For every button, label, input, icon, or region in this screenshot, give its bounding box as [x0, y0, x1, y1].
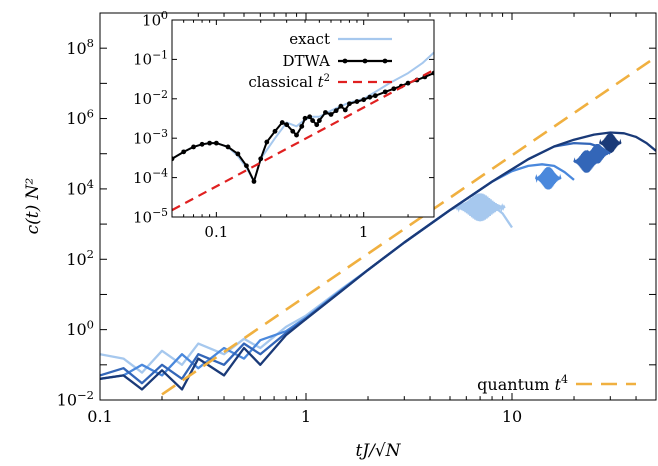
dtwa-point [199, 141, 205, 147]
x-tick-label: 0.1 [87, 407, 112, 426]
dtwa-point [361, 97, 367, 103]
noise-burst [454, 193, 506, 222]
dtwa-point [299, 123, 305, 129]
legend-marker [382, 58, 388, 64]
x-tick-label: 1 [359, 223, 369, 241]
dtwa-point [258, 156, 264, 162]
inset-legend: exact DTWA classical t2 [248, 30, 392, 91]
dtwa-point [316, 118, 322, 123]
y-tick-label: 100 [66, 318, 94, 340]
dtwa-point [294, 132, 299, 138]
x-tick-label: 0.1 [204, 223, 228, 241]
dtwa-point [342, 107, 348, 113]
dtwa-point [372, 93, 378, 99]
noise-burst-line [586, 143, 609, 164]
y-tick-label: 104 [66, 177, 94, 199]
dtwa-point [323, 110, 328, 115]
legend-marker [342, 58, 348, 64]
dtwa-point [333, 108, 339, 114]
dtwa-point [290, 128, 296, 134]
dtwa-point [314, 122, 320, 128]
dtwa-point [272, 128, 278, 134]
series-line [172, 68, 434, 212]
y-tick-label: 10−2 [57, 388, 94, 410]
y-tick-label: 106 [66, 106, 94, 128]
dtwa-point [391, 86, 397, 92]
series-line [100, 131, 656, 391]
dtwa-point [347, 101, 352, 107]
dtwa-point [354, 99, 360, 104]
dtwa-point [284, 122, 290, 128]
noise-burst [586, 143, 609, 164]
y-tick-label: 10−4 [133, 167, 168, 187]
dtwa-point [338, 103, 344, 109]
y-tick-label: 10−1 [133, 48, 168, 68]
main-ticks [99, 12, 657, 401]
dtwa-point [431, 70, 434, 76]
main-legend: quantum t4 [477, 373, 636, 394]
dtwa-point [207, 140, 213, 146]
legend-label: classical t2 [248, 73, 330, 91]
dtwa-point [264, 139, 270, 145]
dtwa-point [191, 144, 196, 150]
dtwa-point [405, 80, 411, 86]
y-tick-label: 102 [66, 247, 94, 269]
x-axis-label: tJ/√N [355, 441, 401, 461]
legend-label: DTWA [282, 52, 330, 70]
dtwa-point [307, 114, 313, 120]
series-line [100, 199, 513, 374]
y-tick-label: 10−3 [133, 127, 168, 147]
legend-label: exact [289, 30, 330, 48]
y-tick-label: 10−5 [133, 206, 168, 226]
dtwa-point [328, 112, 334, 117]
dtwa-point [279, 120, 285, 125]
noise-burst-line [534, 167, 562, 190]
y-tick-label: 100 [142, 9, 168, 29]
inset-chart: 0.1 1 10−5 10−4 10−3 10−2 10−1 100 exact DTWA clas… [133, 9, 435, 241]
dtwa-point [244, 163, 249, 169]
dtwa-point [213, 140, 219, 146]
dtwa-point [181, 149, 187, 155]
dtwa-point [367, 94, 373, 100]
dtwa-point [235, 151, 241, 157]
noise-burst [573, 150, 600, 173]
inset-plot-area [172, 51, 434, 212]
main-frame [99, 12, 657, 401]
main-plot-area [100, 55, 656, 396]
noise-burst [534, 167, 562, 190]
dtwa-point [382, 89, 388, 95]
x-tick-label: 1 [301, 407, 311, 426]
noise-burst-line [454, 193, 506, 222]
y-tick-label: 10−2 [133, 88, 168, 108]
dtwa-point [225, 144, 231, 150]
y-tick-label: 108 [66, 36, 94, 58]
inset-frame [171, 19, 435, 218]
legend-marker [362, 58, 368, 64]
dtwa-point [172, 156, 175, 162]
dtwa-point [310, 118, 316, 123]
main-chart: 0.1 1 10 10−2 100 102 104 106 108 tJ/√N c(t) N² qua… [23, 12, 657, 461]
dtwa-point [302, 115, 308, 121]
dtwa-point [251, 179, 257, 184]
noise-burst-line [573, 150, 600, 173]
x-tick-label: 10 [502, 407, 522, 426]
y-axis-label: c(t) N² [23, 177, 43, 234]
legend-label: quantum t4 [477, 373, 568, 394]
